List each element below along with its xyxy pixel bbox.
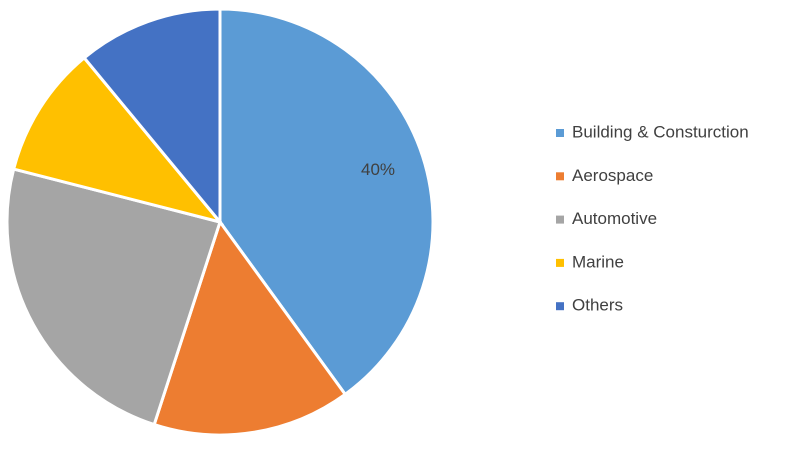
legend-swatch <box>556 258 564 267</box>
legend-swatch <box>556 302 564 311</box>
pie-slice <box>152 218 348 437</box>
pie-slice <box>5 167 222 427</box>
legend-label: Automotive <box>572 209 657 228</box>
data-label: 40% <box>361 160 395 179</box>
legend-swatch <box>556 172 564 181</box>
legend-label: Aerospace <box>572 166 653 185</box>
legend-label: Others <box>572 296 623 315</box>
pie-slice <box>218 7 435 397</box>
legend-label: Marine <box>572 252 624 271</box>
legend-swatch <box>556 129 564 137</box>
legend-label: Building & Consturction <box>572 122 749 141</box>
pie-slice <box>82 7 222 227</box>
legend-swatch <box>556 215 564 224</box>
pie-slice <box>11 55 225 225</box>
